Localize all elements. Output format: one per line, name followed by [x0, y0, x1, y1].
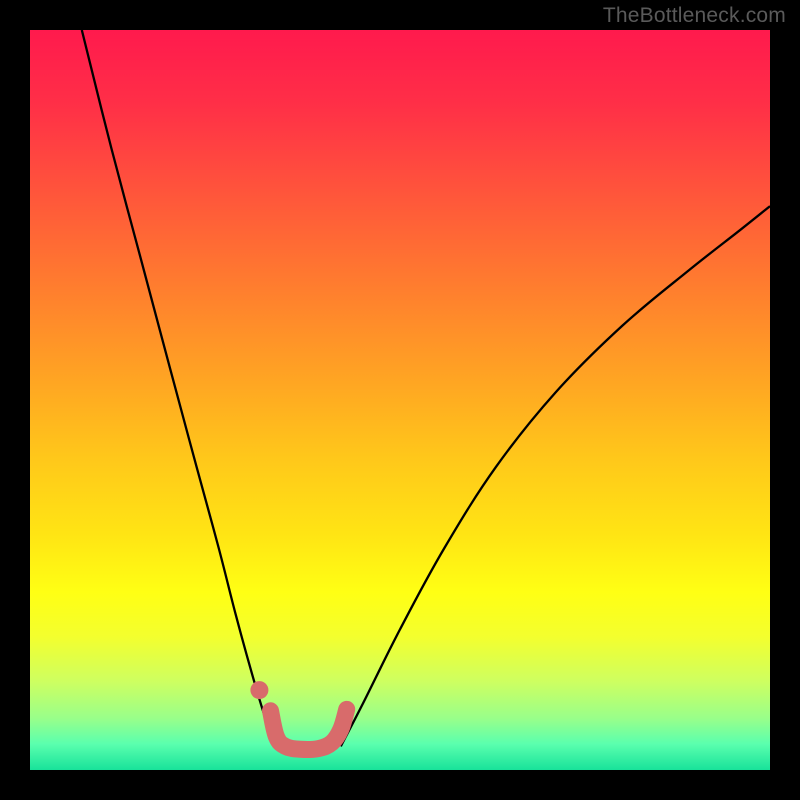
plot-background — [30, 30, 770, 770]
bottom-trace-dot — [250, 681, 268, 699]
bottleneck-chart — [0, 0, 800, 800]
watermark-text: TheBottleneck.com — [603, 4, 786, 28]
